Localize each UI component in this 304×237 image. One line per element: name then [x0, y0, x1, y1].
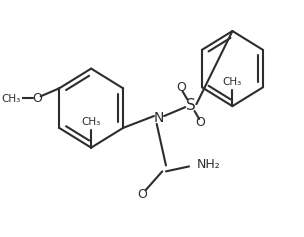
Text: CH₃: CH₃ — [81, 117, 101, 127]
Text: CH₃: CH₃ — [1, 94, 20, 104]
Text: O: O — [177, 81, 187, 94]
Text: N: N — [154, 111, 164, 125]
Text: O: O — [137, 188, 147, 201]
Text: O: O — [32, 92, 42, 105]
Text: CH₃: CH₃ — [223, 77, 242, 87]
Text: NH₂: NH₂ — [196, 158, 220, 171]
Text: O: O — [195, 116, 205, 129]
Text: S: S — [186, 98, 196, 113]
